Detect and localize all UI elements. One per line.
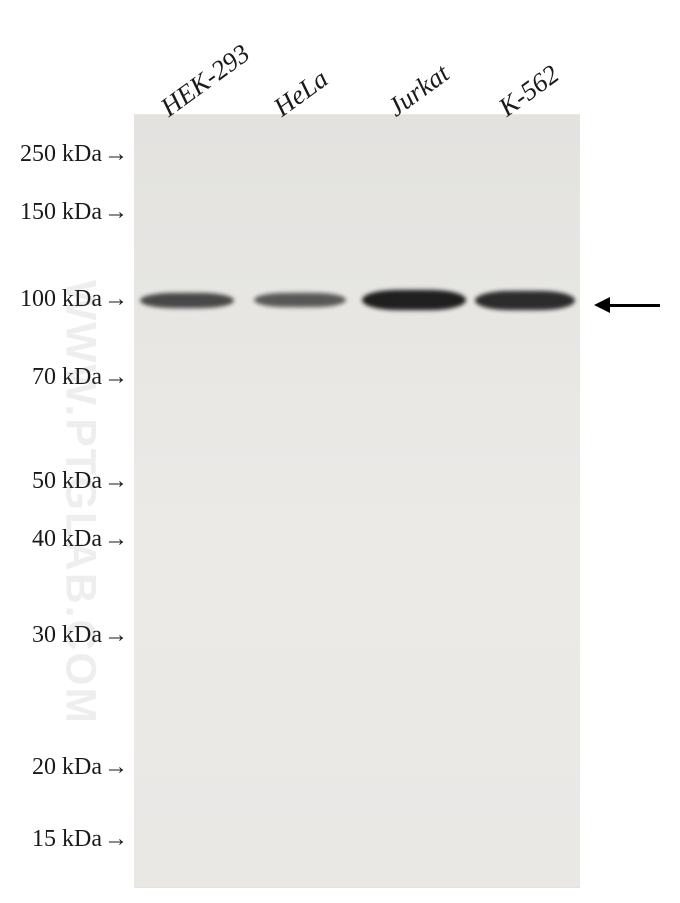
arrow-right-icon: → xyxy=(104,754,128,781)
mw-marker-label: 100 kDa→ xyxy=(20,286,128,313)
watermark-text: WWW.PTGLAB.COM xyxy=(56,243,105,763)
mw-marker-text: 150 kDa xyxy=(20,199,102,225)
mw-marker-text: 40 kDa xyxy=(32,526,102,552)
protein-band xyxy=(140,293,234,308)
western-blot-figure: HEK-293HeLaJurkatK-562 250 kDa→150 kDa→1… xyxy=(0,0,680,903)
mw-marker-text: 20 kDa xyxy=(32,754,102,780)
arrow-right-icon: → xyxy=(104,622,128,649)
mw-marker-text: 30 kDa xyxy=(32,622,102,648)
lane-label: HEK-293 xyxy=(155,38,256,123)
mw-marker-text: 70 kDa xyxy=(32,364,102,390)
blot-membrane xyxy=(134,114,580,888)
mw-marker-label: 40 kDa→ xyxy=(32,526,128,553)
arrow-right-icon: → xyxy=(104,526,128,553)
mw-marker-text: 100 kDa xyxy=(20,286,102,312)
arrow-right-icon: → xyxy=(104,468,128,495)
protein-band xyxy=(254,293,346,307)
arrow-right-icon: → xyxy=(104,141,128,168)
arrow-stem xyxy=(610,304,660,307)
mw-marker-label: 70 kDa→ xyxy=(32,364,128,391)
mw-marker-text: 15 kDa xyxy=(32,826,102,852)
mw-marker-text: 50 kDa xyxy=(32,468,102,494)
arrow-left-icon xyxy=(594,297,610,313)
mw-marker-text: 250 kDa xyxy=(20,141,102,167)
mw-marker-label: 250 kDa→ xyxy=(20,141,128,168)
protein-band xyxy=(475,291,575,310)
arrow-right-icon: → xyxy=(104,286,128,313)
mw-marker-label: 20 kDa→ xyxy=(32,754,128,781)
mw-marker-label: 15 kDa→ xyxy=(32,826,128,853)
arrow-right-icon: → xyxy=(104,199,128,226)
mw-marker-label: 50 kDa→ xyxy=(32,468,128,495)
arrow-right-icon: → xyxy=(104,364,128,391)
protein-band xyxy=(362,290,466,310)
mw-marker-label: 150 kDa→ xyxy=(20,199,128,226)
mw-marker-label: 30 kDa→ xyxy=(32,622,128,649)
arrow-right-icon: → xyxy=(104,826,128,853)
